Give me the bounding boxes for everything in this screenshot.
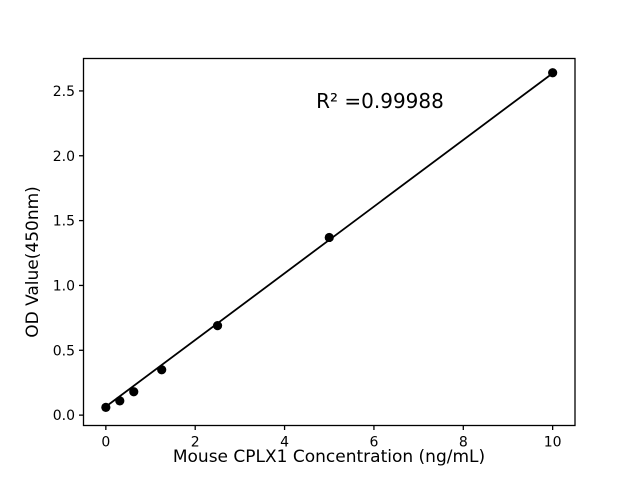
y-tick-label: 0.5 <box>53 343 75 359</box>
x-tick-label: 6 <box>369 435 378 451</box>
data-point <box>129 387 139 397</box>
data-point <box>212 321 223 331</box>
data-point <box>324 232 334 243</box>
data-point <box>548 68 558 78</box>
data-point <box>101 402 111 412</box>
y-tick-label: 2.5 <box>53 84 75 100</box>
x-axis-ticks: 0 2 4 6 8 10 <box>101 425 562 451</box>
y-tick-label: 0.0 <box>53 408 75 424</box>
x-tick-label: 2 <box>191 435 200 451</box>
y-tick-label: 2.0 <box>53 149 75 165</box>
data-point <box>115 396 125 406</box>
x-tick-label: 4 <box>280 435 289 451</box>
r-squared-annotation: R² =0.99988 <box>316 89 444 113</box>
y-tick-label: 1.0 <box>53 278 75 294</box>
x-tick-label: 0 <box>101 435 110 451</box>
y-axis-ticks: 0.0 0.5 1.0 1.5 2.0 2.5 <box>53 84 84 424</box>
data-point <box>157 365 167 375</box>
data-points-group <box>101 68 558 412</box>
y-axis-label: OD Value(450nm) <box>23 186 43 338</box>
x-axis-label: Mouse CPLX1 Concentration (ng/mL) <box>173 447 485 467</box>
y-tick-label: 1.5 <box>53 214 75 230</box>
x-tick-label: 10 <box>544 435 562 451</box>
x-tick-label: 8 <box>459 435 468 451</box>
plot-area <box>82 57 576 427</box>
